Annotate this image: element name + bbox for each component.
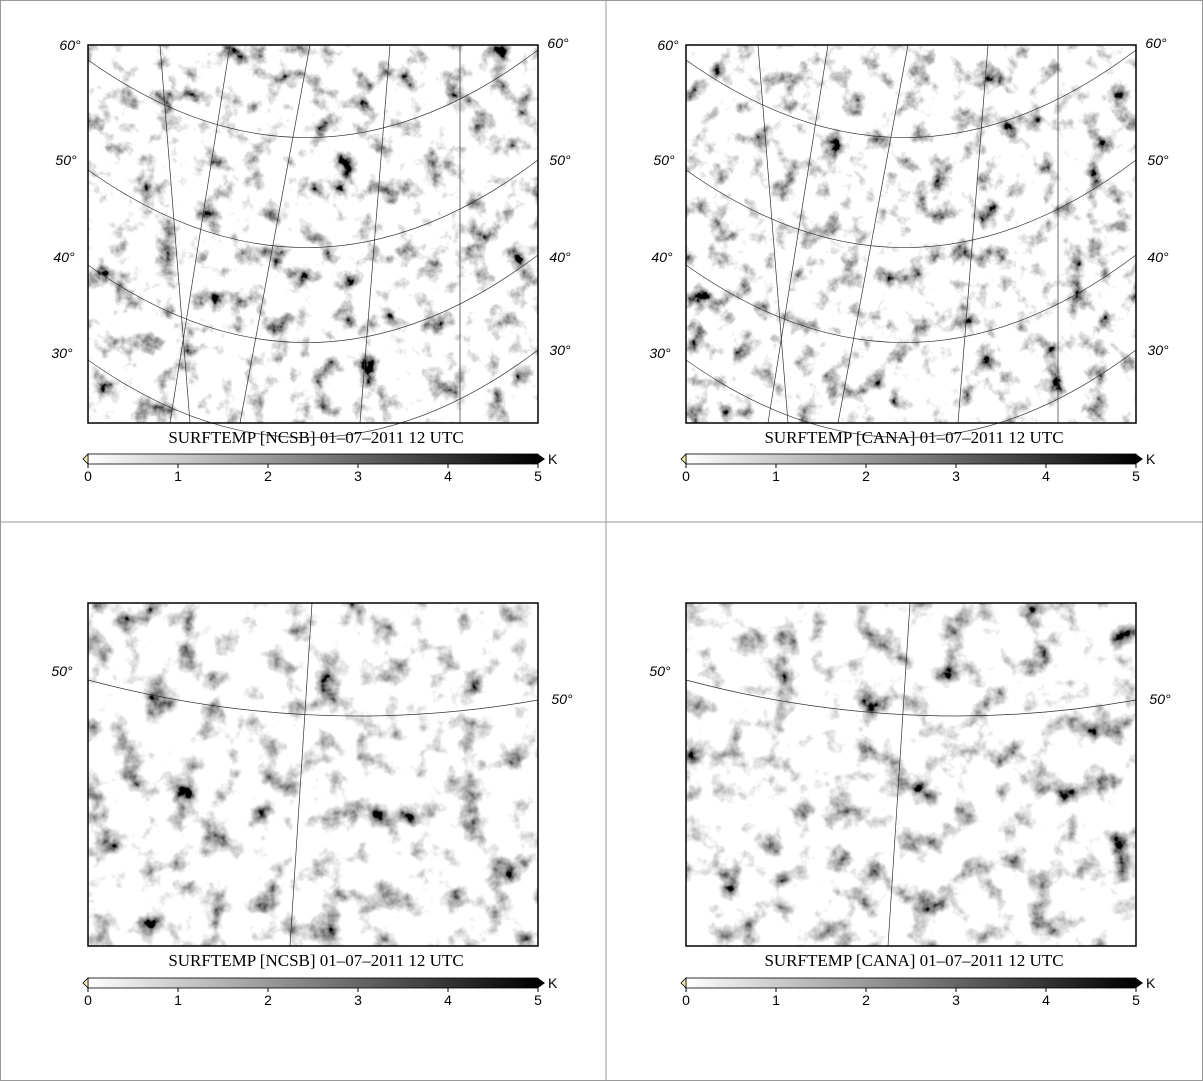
colorbar-tick-label: 3 bbox=[952, 468, 960, 484]
colorbar-tick-label: 0 bbox=[84, 468, 92, 484]
map-title: SURFTEMP [NCSB] 01–07–2011 12 UTC bbox=[168, 428, 463, 447]
lat-label: 60° bbox=[1145, 35, 1167, 51]
colorbar-tick-label: 5 bbox=[534, 992, 542, 1008]
colorbar-tick-label: 5 bbox=[1132, 992, 1140, 1008]
colorbar-arrow bbox=[1136, 454, 1143, 464]
colorbar-arrow bbox=[1136, 978, 1143, 988]
lat-label: 30° bbox=[649, 345, 671, 361]
lat-label: 40° bbox=[651, 249, 673, 265]
lat-label: 40° bbox=[1147, 249, 1169, 265]
lat-label: 40° bbox=[549, 249, 571, 265]
lat-label: 50° bbox=[55, 152, 77, 168]
colorbar bbox=[686, 454, 1136, 464]
colorbar-tick-label: 1 bbox=[772, 992, 780, 1008]
colorbar-tick-label: 3 bbox=[354, 992, 362, 1008]
lat-label: 30° bbox=[1147, 342, 1169, 358]
lat-label: 30° bbox=[51, 345, 73, 361]
lat-label: 30° bbox=[549, 342, 571, 358]
colorbar-tick-label: 3 bbox=[952, 992, 960, 1008]
lat-label: 50° bbox=[551, 691, 573, 707]
colorbar-tick-label: 4 bbox=[444, 468, 452, 484]
map-panel: 50° 50° SURFTEMP [CANA] 01–07–2011 12 UTC K… bbox=[649, 603, 1171, 1008]
colorbar-unit: K bbox=[548, 975, 558, 991]
colorbar-unit: K bbox=[1146, 975, 1156, 991]
map-field bbox=[88, 45, 538, 423]
colorbar-tick-label: 2 bbox=[862, 468, 870, 484]
colorbar-tick-label: 0 bbox=[682, 992, 690, 1008]
colorbar bbox=[88, 454, 538, 464]
colorbar-tick-label: 1 bbox=[174, 992, 182, 1008]
colorbar-arrow bbox=[83, 978, 88, 988]
map-title: SURFTEMP [CANA] 01–07–2011 12 UTC bbox=[764, 428, 1063, 447]
colorbar-arrow bbox=[681, 454, 686, 464]
map-field bbox=[686, 45, 1136, 423]
colorbar-tick-label: 2 bbox=[862, 992, 870, 1008]
colorbar-tick-label: 5 bbox=[1132, 468, 1140, 484]
lat-label: 50° bbox=[653, 152, 675, 168]
lat-label: 60° bbox=[657, 37, 679, 53]
colorbar-tick-label: 0 bbox=[682, 468, 690, 484]
lat-label: 60° bbox=[59, 37, 81, 53]
colorbar-tick-label: 5 bbox=[534, 468, 542, 484]
colorbar-tick-label: 1 bbox=[174, 468, 182, 484]
map-field bbox=[88, 603, 538, 946]
colorbar-unit: K bbox=[548, 451, 558, 467]
colorbar bbox=[686, 978, 1136, 988]
colorbar-tick-label: 4 bbox=[444, 992, 452, 1008]
colorbar-tick-label: 3 bbox=[354, 468, 362, 484]
lat-label: 60° bbox=[547, 35, 569, 51]
colorbar-tick-label: 4 bbox=[1042, 992, 1050, 1008]
colorbar-tick-label: 0 bbox=[84, 992, 92, 1008]
colorbar-unit: K bbox=[1146, 451, 1156, 467]
map-panel: 50° 50° SURFTEMP [NCSB] 01–07–2011 12 UTC K… bbox=[51, 603, 573, 1008]
lat-label: 50° bbox=[1149, 691, 1171, 707]
colorbar-arrow bbox=[83, 454, 88, 464]
colorbar-arrow bbox=[538, 978, 545, 988]
lat-label: 50° bbox=[649, 663, 671, 679]
lat-label: 50° bbox=[51, 663, 73, 679]
map-title: SURFTEMP [CANA] 01–07–2011 12 UTC bbox=[764, 951, 1063, 970]
colorbar-tick-label: 2 bbox=[264, 468, 272, 484]
lat-label: 50° bbox=[549, 152, 571, 168]
map-panel: 60° 50° 40° 30° 60° 50° 40° 30° SURFTEMP [NCSB] … bbox=[51, 35, 571, 484]
colorbar-arrow bbox=[538, 454, 545, 464]
map-panel: 60° 50° 40° 30° 60° 50° 40° 30° SURFTEMP [CANA] … bbox=[649, 35, 1169, 484]
map-field bbox=[686, 603, 1136, 946]
colorbar-arrow bbox=[681, 978, 686, 988]
map-title: SURFTEMP [NCSB] 01–07–2011 12 UTC bbox=[168, 951, 463, 970]
colorbar-tick-label: 4 bbox=[1042, 468, 1050, 484]
colorbar-tick-label: 2 bbox=[264, 992, 272, 1008]
colorbar-tick-label: 1 bbox=[772, 468, 780, 484]
colorbar bbox=[88, 978, 538, 988]
lat-label: 50° bbox=[1147, 152, 1169, 168]
figure: 60° 50° 40° 30° 60° 50° 40° 30° SURFTEMP [NCSB] … bbox=[0, 0, 1203, 1081]
lat-label: 40° bbox=[53, 249, 75, 265]
